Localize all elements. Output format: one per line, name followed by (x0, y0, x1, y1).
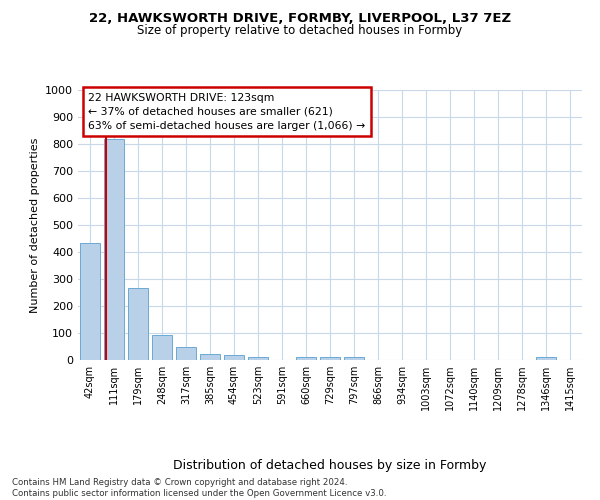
Bar (224, 356, 244, 360)
Bar (320, 357, 340, 360)
Bar (176, 348, 196, 360)
Bar (128, 288, 148, 360)
Text: Size of property relative to detached houses in Formby: Size of property relative to detached ho… (137, 24, 463, 37)
Bar (200, 354, 220, 360)
Bar (536, 357, 556, 360)
Bar (344, 357, 364, 360)
Bar (152, 335, 172, 360)
Bar (104, 138, 124, 360)
X-axis label: Distribution of detached houses by size in Formby: Distribution of detached houses by size … (173, 459, 487, 472)
Text: 22, HAWKSWORTH DRIVE, FORMBY, LIVERPOOL, L37 7EZ: 22, HAWKSWORTH DRIVE, FORMBY, LIVERPOOL,… (89, 12, 511, 26)
Bar (296, 357, 316, 360)
Y-axis label: Number of detached properties: Number of detached properties (29, 138, 40, 312)
Text: 22 HAWKSWORTH DRIVE: 123sqm
← 37% of detached houses are smaller (621)
63% of se: 22 HAWKSWORTH DRIVE: 123sqm ← 37% of det… (88, 92, 365, 130)
Text: Contains HM Land Registry data © Crown copyright and database right 2024.
Contai: Contains HM Land Registry data © Crown c… (12, 478, 386, 498)
Bar (80, 242, 100, 360)
Bar (248, 357, 268, 360)
